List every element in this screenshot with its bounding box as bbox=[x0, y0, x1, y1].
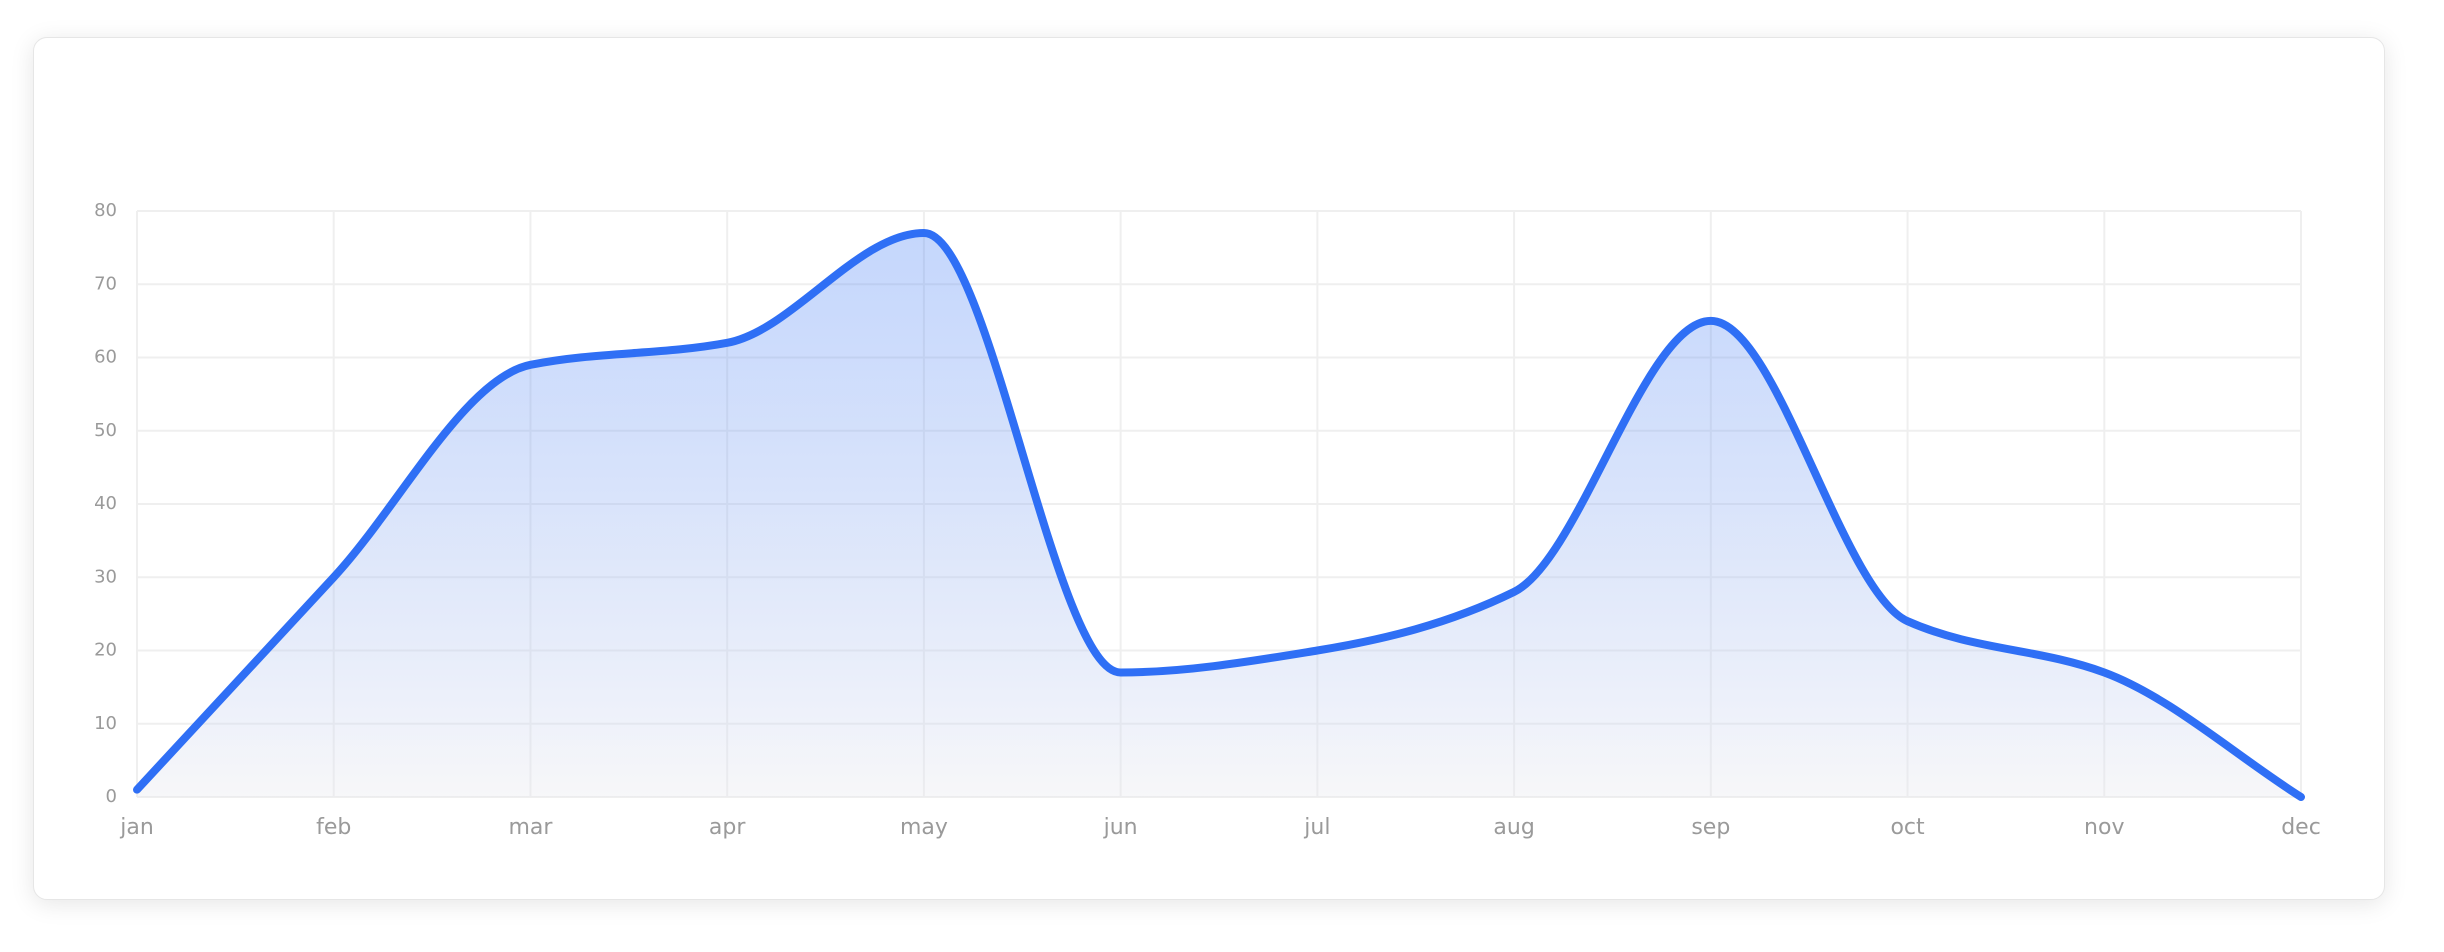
y-tick-label: 20 bbox=[94, 640, 117, 661]
x-tick-label: apr bbox=[709, 815, 746, 840]
x-tick-label: sep bbox=[1691, 815, 1730, 840]
y-tick-label: 50 bbox=[94, 420, 117, 441]
x-tick-label: may bbox=[900, 815, 948, 840]
x-tick-label: mar bbox=[508, 815, 553, 840]
y-tick-label: 30 bbox=[94, 566, 117, 587]
x-tick-label: aug bbox=[1493, 815, 1534, 840]
x-tick-label: jun bbox=[1103, 815, 1138, 840]
x-tick-label: jan bbox=[119, 815, 154, 840]
x-tick-label: jul bbox=[1303, 815, 1330, 840]
y-tick-label: 0 bbox=[106, 786, 117, 807]
line bbox=[133, 228, 2305, 801]
x-tick-label: oct bbox=[1890, 815, 1925, 840]
y-tick-label: 40 bbox=[94, 493, 117, 514]
y-tick-label: 70 bbox=[94, 273, 117, 294]
y-tick-label: 60 bbox=[94, 347, 117, 368]
y-tick-label: 80 bbox=[94, 200, 117, 221]
x-tick-label: feb bbox=[316, 815, 351, 840]
x-tick-label: dec bbox=[2281, 815, 2321, 840]
area bbox=[137, 232, 2301, 798]
x-tick-label: nov bbox=[2084, 815, 2124, 840]
y-tick-label: 10 bbox=[94, 713, 117, 734]
